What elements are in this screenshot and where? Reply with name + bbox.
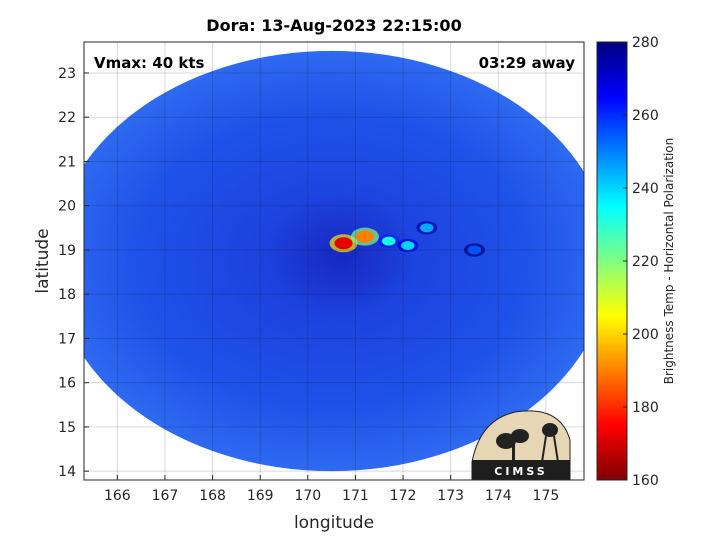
x-tick-label: 175: [533, 488, 560, 504]
colorbar-tick-label: 240: [632, 181, 659, 197]
dish-icon: [511, 429, 529, 443]
logo-text: CIMSS: [494, 465, 547, 478]
colorbar-tick-label: 180: [632, 400, 659, 416]
dish-icon: [496, 433, 516, 449]
colorbar-tick-label: 220: [632, 254, 659, 270]
y-tick-label: 21: [58, 154, 76, 170]
axes-frame: [83, 41, 585, 481]
colorbar-ticks: 160 180 200 220 240 260 280: [623, 35, 659, 489]
x-axis-label: longitude: [294, 513, 374, 533]
feature-cell: [355, 230, 374, 243]
vmax-label: Vmax: 40 kts: [94, 54, 204, 72]
feature-cell: [401, 241, 415, 251]
x-tick-label: 173: [437, 488, 464, 504]
feature-cell: [382, 236, 396, 246]
y-tick-label: 19: [58, 243, 76, 259]
swath-layer: [84, 50, 584, 472]
ticks-layer: 166 167 168 169 170 171 172 173 174 175 14 15 16 17 18…: [58, 66, 559, 504]
colorbar-tick-label: 280: [632, 35, 659, 51]
y-tick-label: 16: [58, 376, 76, 392]
x-tick-label: 166: [104, 488, 131, 504]
y-tick-label: 17: [58, 331, 76, 347]
feature-cell: [420, 223, 434, 233]
y-tick-label: 20: [58, 199, 76, 215]
time-away-label: 03:29 away: [479, 54, 576, 72]
x-tick-label: 174: [485, 488, 512, 504]
chart-title: Dora: 13-Aug-2023 22:15:00: [206, 16, 461, 35]
colorbar: [596, 41, 628, 481]
x-tick-label: 167: [152, 488, 179, 504]
colorbar-tick-label: 200: [632, 327, 659, 343]
colorbar-label: Brightness Temp - Horizontal Polarizatio…: [662, 138, 676, 385]
x-tick-label: 170: [294, 488, 321, 504]
water-tower-icon: [542, 423, 558, 437]
y-tick-label: 22: [58, 110, 76, 126]
feature-cell: [334, 237, 353, 250]
y-tick-label: 14: [58, 464, 76, 480]
x-tick-label: 171: [342, 488, 369, 504]
y-tick-label: 18: [58, 287, 76, 303]
colorbar-tick-label: 260: [632, 108, 659, 124]
x-tick-label: 172: [390, 488, 417, 504]
y-tick-label: 23: [58, 66, 76, 82]
feature-cell: [467, 245, 482, 255]
x-tick-label: 168: [199, 488, 226, 504]
y-axis-label: latitude: [33, 228, 53, 293]
storm-core: [266, 192, 417, 317]
y-tick-label: 15: [58, 420, 76, 436]
colorbar-tick-label: 160: [632, 473, 659, 489]
x-tick-label: 169: [247, 488, 274, 504]
